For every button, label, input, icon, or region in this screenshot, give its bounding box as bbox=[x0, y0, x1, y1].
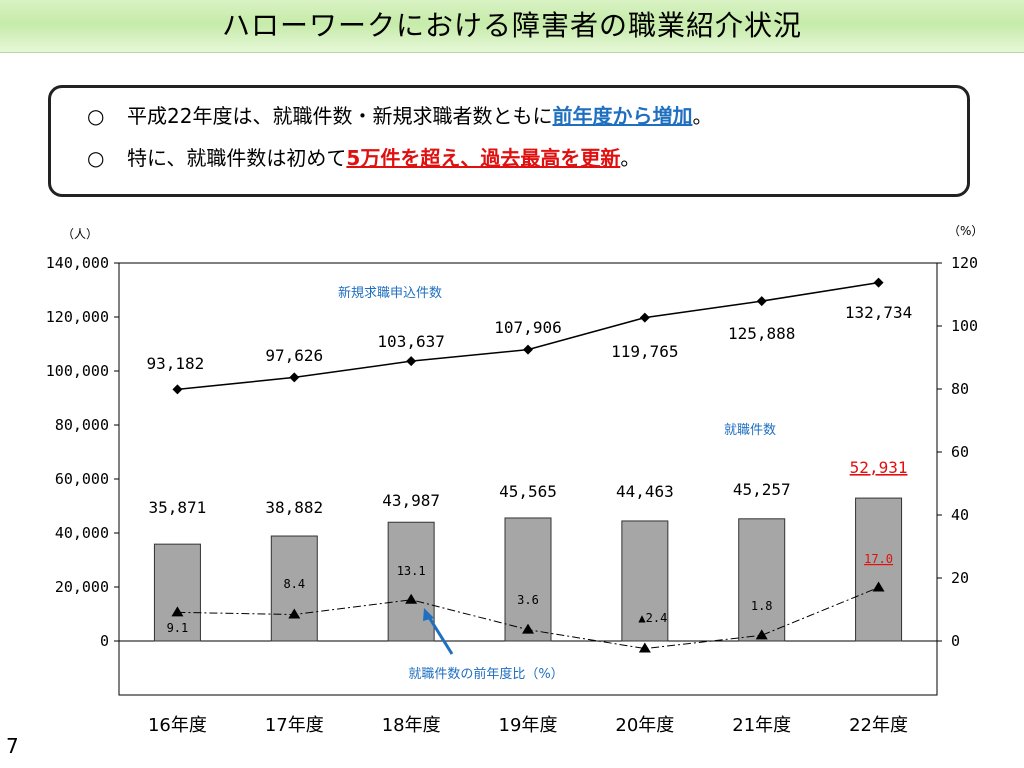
summary-line-2-highlight: 5万件を超え、過去最高を更新 bbox=[346, 146, 621, 170]
ratio-value-label: 9.1 bbox=[167, 621, 189, 635]
bar-value-label: 35,871 bbox=[149, 498, 207, 517]
bar-value-label: 52,931 bbox=[850, 458, 908, 477]
line-value-label: 107,906 bbox=[494, 318, 561, 337]
category-label: 22年度 bbox=[849, 715, 908, 736]
summary-line-1-text: 平成22年度は、就職件数・新規求職者数ともに bbox=[127, 104, 553, 128]
bar-value-label: 43,987 bbox=[382, 491, 440, 510]
line-marker bbox=[172, 384, 183, 395]
ratio-marker bbox=[638, 642, 651, 653]
bar-value-label: 44,463 bbox=[616, 482, 674, 501]
line-value-label: 97,626 bbox=[265, 346, 323, 365]
right-axis-tick-label: 100 bbox=[951, 317, 978, 335]
right-axis-unit: （%） bbox=[948, 224, 984, 238]
line-value-label: 103,637 bbox=[377, 332, 444, 351]
ratio-value-label: 1.8 bbox=[751, 599, 773, 613]
ratio-value-label: 3.6 bbox=[517, 593, 539, 607]
ratio-value-label: 13.1 bbox=[397, 564, 426, 578]
ratio-marker bbox=[171, 606, 184, 617]
bar bbox=[855, 497, 903, 642]
bar-series-name: 就職件数 bbox=[724, 423, 776, 438]
ratio-marker bbox=[755, 629, 768, 640]
bullet-circle: ○ bbox=[87, 104, 105, 128]
line-marker bbox=[873, 277, 884, 288]
ratio-value-label: 17.0 bbox=[864, 552, 893, 566]
line-value-label: 119,765 bbox=[611, 342, 678, 361]
category-label: 16年度 bbox=[148, 715, 207, 736]
category-label: 21年度 bbox=[732, 715, 791, 736]
ratio-marker bbox=[405, 593, 418, 604]
ratio-pointer-arrowhead bbox=[423, 608, 434, 621]
right-axis-tick-label: 0 bbox=[951, 632, 960, 650]
chart: 140,000 120,000 100,000 80,000 60,000 40,000 2… bbox=[46, 254, 978, 736]
line-marker bbox=[639, 312, 650, 323]
ratio-marker bbox=[872, 581, 885, 592]
ratio-value-label: 8.4 bbox=[283, 577, 305, 591]
left-axis-tick-label: 40,000 bbox=[55, 524, 109, 542]
right-axis-tick-label: 80 bbox=[951, 380, 969, 398]
ratio-value-label: ▲2.4 bbox=[638, 611, 667, 625]
page-number: 7 bbox=[6, 734, 19, 758]
line-marker bbox=[406, 356, 417, 367]
summary-line-1: ○ 平成22年度は、就職件数・新規求職者数ともに前年度から増加。 bbox=[87, 102, 712, 130]
line-value-label: 125,888 bbox=[728, 324, 795, 343]
bar-value-label: 38,882 bbox=[265, 498, 323, 517]
bar bbox=[270, 535, 318, 642]
line-marker bbox=[523, 344, 533, 355]
right-axis-tick-label: 120 bbox=[951, 254, 978, 272]
bar-value-label: 45,257 bbox=[733, 480, 791, 499]
title-bar bbox=[0, 0, 1024, 53]
left-axis-tick-label: 0 bbox=[100, 632, 109, 650]
line-series-name: 新規求職申込件数 bbox=[338, 285, 442, 301]
ratio-pointer-arrow bbox=[425, 613, 454, 655]
line-marker bbox=[289, 372, 300, 383]
ratio-marker bbox=[522, 623, 534, 634]
bar bbox=[387, 521, 435, 642]
bullet-circle: ○ bbox=[87, 146, 105, 170]
right-axis-tick-label: 40 bbox=[951, 506, 969, 524]
line-marker bbox=[756, 296, 767, 307]
summary-box: ○ 平成22年度は、就職件数・新規求職者数ともに前年度から増加。 ○ 特に、就職件数… bbox=[48, 85, 970, 197]
right-axis-tick-label: 20 bbox=[951, 569, 969, 587]
left-axis-tick-label: 20,000 bbox=[55, 578, 109, 596]
summary-line-2-tail: 。 bbox=[620, 146, 641, 170]
line-value-label: 93,182 bbox=[147, 354, 205, 373]
category-label: 17年度 bbox=[265, 715, 324, 736]
ratio-marker bbox=[288, 608, 301, 619]
category-label: 19年度 bbox=[499, 715, 558, 736]
summary-line-2: ○ 特に、就職件数は初めて5万件を超え、過去最高を更新。 bbox=[87, 144, 640, 172]
category-label: 20年度 bbox=[615, 715, 674, 736]
line-value-label: 132,734 bbox=[845, 303, 912, 322]
bar-value-label: 45,565 bbox=[499, 482, 557, 501]
summary-line-1-highlight: 前年度から増加 bbox=[552, 104, 693, 128]
left-axis-tick-label: 60,000 bbox=[55, 470, 109, 488]
left-axis-tick-label: 140,000 bbox=[46, 254, 109, 272]
bar bbox=[504, 517, 552, 642]
ratio-series-name: 就職件数の前年度比（%） bbox=[408, 666, 563, 682]
left-axis-tick-label: 120,000 bbox=[46, 308, 109, 326]
left-axis-tick-label: 100,000 bbox=[46, 362, 109, 380]
bar bbox=[153, 543, 201, 642]
summary-line-1-tail: 。 bbox=[692, 104, 713, 128]
slide-title: ハローワークにおける障害者の職業紹介状況 bbox=[221, 9, 802, 42]
bar bbox=[621, 520, 669, 642]
left-axis-tick-label: 80,000 bbox=[55, 416, 109, 434]
summary-line-2-text: 特に、就職件数は初めて bbox=[127, 146, 347, 170]
category-label: 18年度 bbox=[382, 715, 441, 736]
left-axis-unit: （人） bbox=[62, 227, 99, 241]
bar bbox=[738, 518, 786, 642]
right-axis-tick-label: 60 bbox=[951, 443, 969, 461]
